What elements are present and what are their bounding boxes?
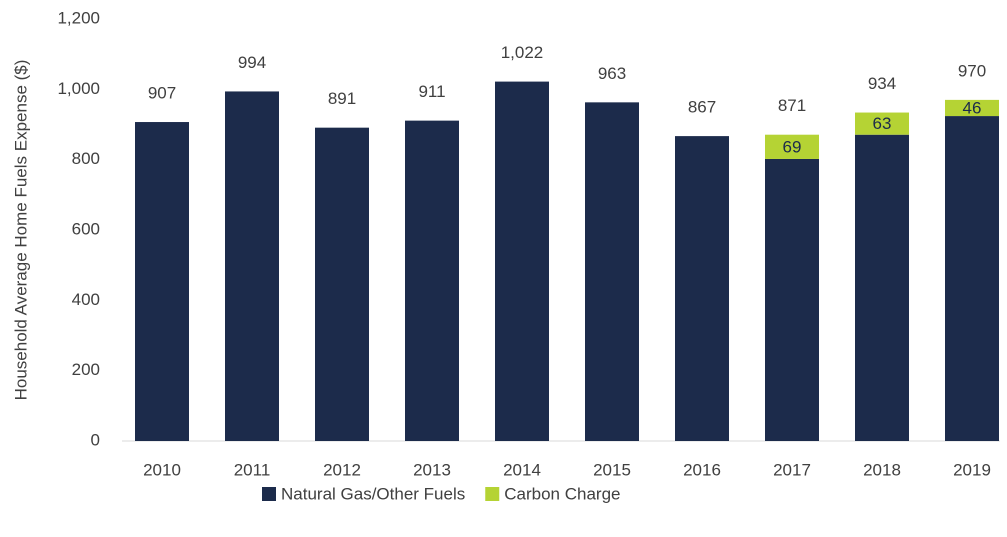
- segment-label: 46: [963, 98, 982, 117]
- x-tick-label: 2016: [683, 460, 721, 479]
- x-tick-label: 2011: [234, 460, 271, 479]
- total-label: 934: [868, 74, 896, 93]
- legend-label: Carbon Charge: [504, 484, 620, 503]
- total-label: 911: [418, 82, 445, 101]
- bar-segment: [585, 102, 639, 441]
- x-tick-label: 2017: [773, 460, 811, 479]
- y-tick-label: 400: [72, 290, 100, 309]
- bar-segment: [855, 134, 909, 441]
- bar-segment: [945, 116, 999, 441]
- x-tick-label: 2012: [323, 460, 361, 479]
- bar-segment: [405, 120, 459, 442]
- bar-segment: [495, 81, 549, 441]
- bar-segment: [675, 136, 729, 442]
- legend-swatch: [485, 487, 500, 501]
- total-label: 994: [238, 53, 266, 72]
- total-label: 963: [598, 64, 626, 83]
- x-tick-label: 2010: [143, 460, 181, 479]
- total-label: 867: [688, 98, 716, 117]
- legend-label: Natural Gas/Other Fuels: [281, 484, 465, 503]
- total-label: 1,022: [501, 43, 544, 62]
- bar-segment: [765, 134, 819, 159]
- bar-segment: [765, 158, 819, 442]
- x-tick-label: 2015: [593, 460, 631, 479]
- segment-label: 63: [873, 114, 892, 133]
- bar-segment: [135, 122, 189, 441]
- y-tick-label: 1,000: [57, 79, 100, 98]
- total-label: 871: [778, 96, 806, 115]
- y-axis-label: Household Average Home Fuels Expense ($): [11, 60, 30, 401]
- y-tick-label: 800: [72, 149, 100, 168]
- total-label: 970: [958, 61, 986, 80]
- bar-segment: [855, 112, 909, 135]
- y-tick-label: 0: [91, 430, 100, 449]
- x-tick-label: 2019: [953, 460, 991, 479]
- total-label: 891: [328, 89, 356, 108]
- y-tick-label: 200: [72, 360, 100, 379]
- bar-segment: [225, 91, 279, 442]
- y-tick-label: 1,200: [57, 8, 100, 27]
- x-tick-label: 2014: [503, 460, 541, 479]
- legend-swatch: [262, 487, 276, 501]
- bar-segment: [945, 99, 999, 117]
- segment-label: 69: [783, 137, 802, 156]
- bar-segment: [315, 127, 369, 441]
- total-label: 907: [148, 84, 176, 103]
- y-tick-label: 600: [72, 219, 100, 238]
- x-tick-label: 2013: [413, 460, 451, 479]
- x-tick-label: 2018: [863, 460, 901, 479]
